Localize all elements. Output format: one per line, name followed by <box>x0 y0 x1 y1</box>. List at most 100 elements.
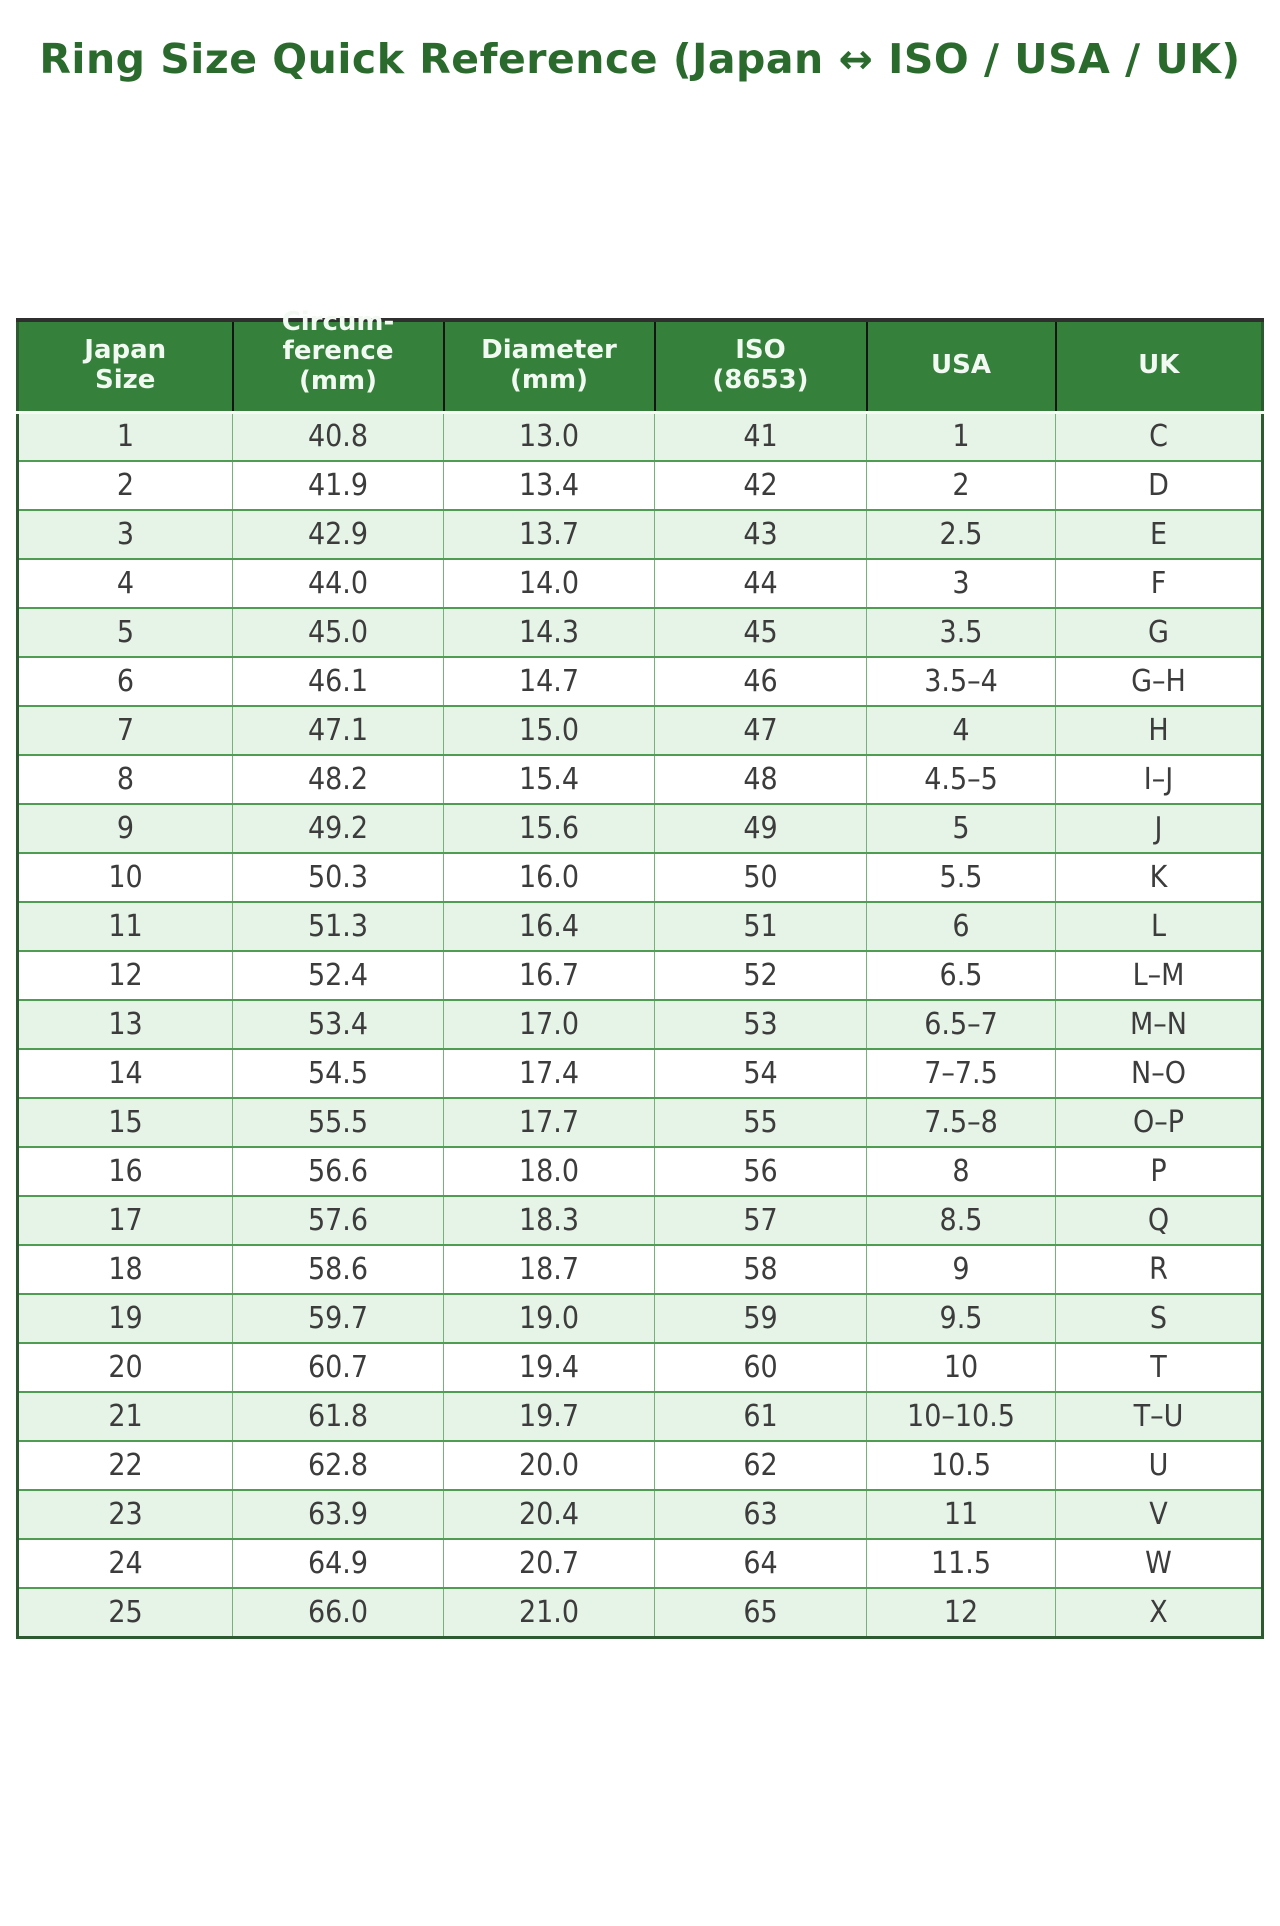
cell-circumference-mm: 58.6 <box>232 1244 444 1295</box>
cell-uk: F <box>1055 558 1263 609</box>
cell-uk: I–J <box>1055 754 1263 805</box>
col-header-usa: USA <box>865 320 1056 414</box>
cell-diameter-mm: 17.4 <box>443 1048 655 1099</box>
table-row: 12 52.4 16.7 52 6.5 L–M <box>17 950 1263 1001</box>
cell-iso-8653: 46 <box>654 656 867 707</box>
cell-diameter-mm: 16.0 <box>443 852 655 903</box>
cell-usa: 3 <box>866 558 1056 609</box>
cell-uk: D <box>1055 460 1263 511</box>
cell-uk: P <box>1055 1146 1263 1197</box>
cell-usa: 6 <box>866 901 1056 952</box>
cell-iso-8653: 55 <box>654 1097 867 1148</box>
cell-uk: G–H <box>1055 656 1263 707</box>
table-row: 24 64.9 20.7 64 11.5 W <box>17 1538 1263 1589</box>
cell-japan-size: 22 <box>17 1440 233 1491</box>
cell-diameter-mm: 19.0 <box>443 1293 655 1344</box>
col-header-uk: UK <box>1054 320 1263 414</box>
page-title: Ring Size Quick Reference (Japan ↔ ISO /… <box>39 35 1241 84</box>
cell-usa: 6.5–7 <box>866 999 1056 1050</box>
table-row: 9 49.2 15.6 49 5 J <box>17 803 1263 854</box>
cell-diameter-mm: 15.0 <box>443 705 655 756</box>
cell-iso-8653: 41 <box>654 412 867 462</box>
cell-iso-8653: 58 <box>654 1244 867 1295</box>
cell-diameter-mm: 20.4 <box>443 1489 655 1540</box>
cell-iso-8653: 60 <box>654 1342 867 1393</box>
table-row: 3 42.9 13.7 43 2.5 E <box>17 509 1263 560</box>
cell-iso-8653: 49 <box>654 803 867 854</box>
table-row: 21 61.8 19.7 61 10–10.5 T–U <box>17 1391 1263 1442</box>
col-header-iso: ISO (8653) <box>653 320 867 414</box>
cell-usa: 9 <box>866 1244 1056 1295</box>
cell-uk: V <box>1055 1489 1263 1540</box>
cell-japan-size: 3 <box>17 509 233 560</box>
cell-diameter-mm: 14.0 <box>443 558 655 609</box>
table-row: 8 48.2 15.4 48 4.5–5 I–J <box>17 754 1263 805</box>
col-header-usa-label: USA <box>931 350 991 381</box>
cell-japan-size: 17 <box>17 1195 233 1246</box>
cell-usa: 10.5 <box>866 1440 1056 1491</box>
cell-diameter-mm: 14.7 <box>443 656 655 707</box>
cell-diameter-mm: 13.4 <box>443 460 655 511</box>
cell-diameter-mm: 13.0 <box>443 412 655 462</box>
cell-circumference-mm: 45.0 <box>232 607 444 658</box>
cell-circumference-mm: 54.5 <box>232 1048 444 1099</box>
table-row: 4 44.0 14.0 44 3 F <box>17 558 1263 609</box>
table-row: 11 51.3 16.4 51 6 L <box>17 901 1263 952</box>
cell-iso-8653: 44 <box>654 558 867 609</box>
col-header-japan-size-label: Japan Size <box>84 335 167 396</box>
cell-usa: 12 <box>866 1587 1056 1638</box>
cell-circumference-mm: 57.6 <box>232 1195 444 1246</box>
cell-japan-size: 21 <box>17 1391 233 1442</box>
cell-japan-size: 18 <box>17 1244 233 1295</box>
cell-usa: 3.5–4 <box>866 656 1056 707</box>
cell-circumference-mm: 40.8 <box>232 412 444 462</box>
cell-japan-size: 8 <box>17 754 233 805</box>
cell-usa: 7.5–8 <box>866 1097 1056 1148</box>
cell-circumference-mm: 63.9 <box>232 1489 444 1540</box>
ring-size-table: Japan Size Circum- ference (mm) Diameter… <box>16 307 1264 1639</box>
cell-japan-size: 23 <box>17 1489 233 1540</box>
cell-usa: 2 <box>866 460 1056 511</box>
cell-usa: 3.5 <box>866 607 1056 658</box>
cell-iso-8653: 45 <box>654 607 867 658</box>
cell-circumference-mm: 51.3 <box>232 901 444 952</box>
cell-uk: C <box>1055 412 1263 462</box>
cell-iso-8653: 64 <box>654 1538 867 1589</box>
cell-uk: T–U <box>1055 1391 1263 1442</box>
table-row: 14 54.5 17.4 54 7–7.5 N–O <box>17 1048 1263 1099</box>
cell-circumference-mm: 48.2 <box>232 754 444 805</box>
cell-iso-8653: 61 <box>654 1391 867 1442</box>
cell-japan-size: 1 <box>17 412 233 462</box>
cell-circumference-mm: 66.0 <box>232 1587 444 1638</box>
table-row: 15 55.5 17.7 55 7.5–8 O–P <box>17 1097 1263 1148</box>
table-body: 1 40.8 13.0 41 1 C 2 41.9 13.4 42 2 D 3 42.9 13.7 43 2.5… <box>17 412 1263 1638</box>
col-header-japan-size: Japan Size <box>17 320 233 414</box>
cell-japan-size: 24 <box>17 1538 233 1589</box>
cell-usa: 5 <box>866 803 1056 854</box>
cell-uk: X <box>1055 1587 1263 1638</box>
table-row: 6 46.1 14.7 46 3.5–4 G–H <box>17 656 1263 707</box>
cell-diameter-mm: 21.0 <box>443 1587 655 1638</box>
cell-diameter-mm: 18.3 <box>443 1195 655 1246</box>
cell-diameter-mm: 16.7 <box>443 950 655 1001</box>
cell-japan-size: 16 <box>17 1146 233 1197</box>
table-row: 22 62.8 20.0 62 10.5 U <box>17 1440 1263 1491</box>
cell-uk: J <box>1055 803 1263 854</box>
cell-usa: 8.5 <box>866 1195 1056 1246</box>
cell-diameter-mm: 17.0 <box>443 999 655 1050</box>
cell-japan-size: 12 <box>17 950 233 1001</box>
table-row: 18 58.6 18.7 58 9 R <box>17 1244 1263 1295</box>
table-row: 19 59.7 19.0 59 9.5 S <box>17 1293 1263 1344</box>
cell-uk: H <box>1055 705 1263 756</box>
cell-uk: L–M <box>1055 950 1263 1001</box>
table-row: 20 60.7 19.4 60 10 T <box>17 1342 1263 1393</box>
cell-iso-8653: 63 <box>654 1489 867 1540</box>
cell-usa: 1 <box>866 412 1056 462</box>
cell-diameter-mm: 16.4 <box>443 901 655 952</box>
cell-circumference-mm: 47.1 <box>232 705 444 756</box>
cell-diameter-mm: 20.7 <box>443 1538 655 1589</box>
cell-circumference-mm: 53.4 <box>232 999 444 1050</box>
cell-japan-size: 6 <box>17 656 233 707</box>
cell-uk: O–P <box>1055 1097 1263 1148</box>
cell-iso-8653: 52 <box>654 950 867 1001</box>
